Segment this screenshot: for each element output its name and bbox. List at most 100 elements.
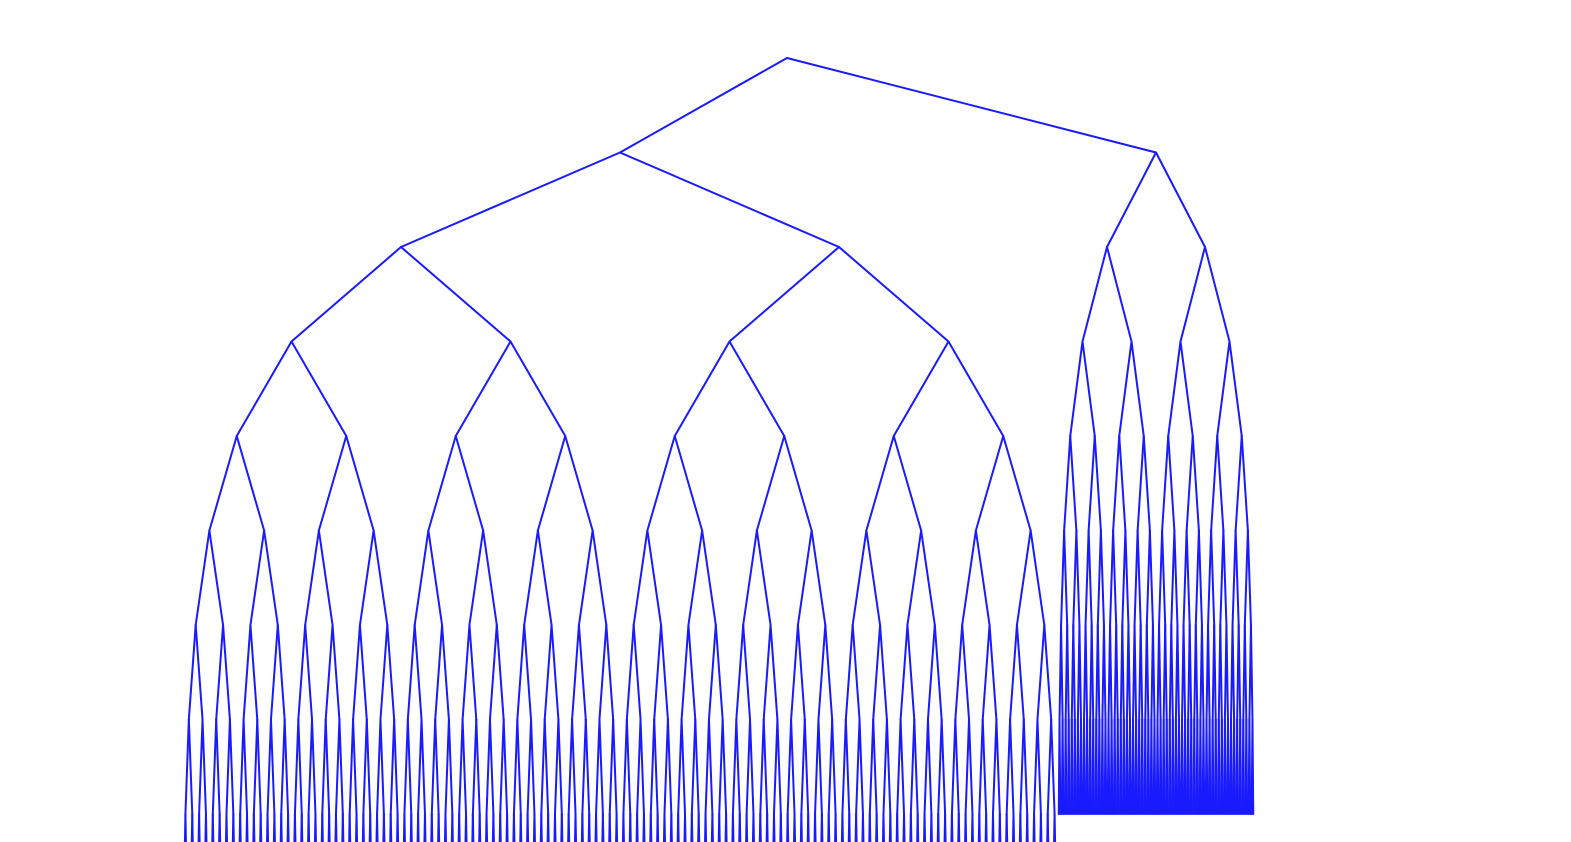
tree-edge <box>723 720 726 815</box>
tree-edge <box>281 720 284 815</box>
tree-edge <box>606 625 613 720</box>
tree-edge <box>798 531 812 626</box>
tree-edge <box>815 814 817 842</box>
tree-edge <box>517 625 524 720</box>
tree-edge <box>428 531 442 626</box>
tree-edge <box>753 814 755 842</box>
tree-edge <box>928 625 935 720</box>
tree-edge <box>230 720 233 815</box>
tree-edge <box>452 814 454 842</box>
tree-edge <box>1069 720 1070 815</box>
tree-edge <box>935 625 942 720</box>
tree-edge <box>408 720 411 815</box>
tree-edge <box>1095 436 1101 531</box>
tree-edge <box>918 814 920 842</box>
tree-edge <box>1072 720 1073 815</box>
tree-edge <box>747 720 750 815</box>
tree-edge <box>1210 720 1211 815</box>
tree-edge <box>377 814 379 842</box>
tree-edge <box>610 720 613 815</box>
tree-edge <box>664 720 667 815</box>
tree-edge <box>586 720 589 815</box>
tree-edge <box>647 531 661 626</box>
tree-edge <box>860 720 863 815</box>
tree-edges <box>184 58 1254 842</box>
tree-edge <box>651 720 654 815</box>
tree-edge <box>216 720 219 815</box>
tree-edge <box>654 625 661 720</box>
tree-edge <box>911 814 913 842</box>
tree-edge <box>350 720 353 815</box>
tree-edge <box>226 720 229 815</box>
tree-edge <box>298 720 301 815</box>
tree-edge <box>901 625 908 720</box>
tree-edge <box>1024 720 1027 815</box>
tree-edge <box>825 625 832 720</box>
tree-edge <box>480 814 482 842</box>
tree-edge <box>983 720 986 815</box>
tree-edge <box>1233 625 1235 720</box>
tree-edge <box>394 720 397 815</box>
tree-edge <box>555 720 558 815</box>
tree-edge <box>558 720 561 815</box>
tree-edge <box>712 814 714 842</box>
tree-edge <box>716 625 723 720</box>
tree-edge <box>562 814 564 842</box>
tree-edge <box>788 814 790 842</box>
tree-edge <box>1119 342 1131 437</box>
tree-edge <box>1194 720 1195 815</box>
tree-edge <box>1217 342 1229 437</box>
tree-edge <box>695 720 698 815</box>
tree-edge <box>596 814 598 842</box>
tree-edge <box>576 814 578 842</box>
tree-edge <box>459 720 462 815</box>
tree-edge <box>637 814 639 842</box>
tree-edge <box>1127 720 1128 815</box>
tree-edge <box>329 814 331 842</box>
tree-edge <box>404 720 407 815</box>
tree-edge <box>829 814 831 842</box>
tree-edge <box>1124 720 1125 815</box>
tree-edge <box>469 531 483 626</box>
tree-edge <box>709 625 716 720</box>
tree-edge <box>818 720 821 815</box>
tree-edge <box>1202 625 1204 720</box>
tree-edge <box>514 720 517 815</box>
tree-edge <box>1037 720 1040 815</box>
tree-edge <box>240 814 242 842</box>
tree-edge <box>445 720 448 815</box>
tree-edge <box>415 531 429 626</box>
tree-edge <box>733 814 735 842</box>
tree-edge <box>682 720 685 815</box>
tree-edge <box>357 814 359 842</box>
tree-edge <box>726 814 728 842</box>
tree-edge <box>1220 625 1222 720</box>
tree-edge <box>1020 814 1022 842</box>
tree-edge <box>1096 720 1097 815</box>
tree-edge <box>213 720 216 815</box>
tree-edge <box>647 436 674 531</box>
tree-edge <box>1073 625 1075 720</box>
tree-edge <box>1245 625 1247 720</box>
tree-edge <box>1089 436 1095 531</box>
tree-edge <box>1154 720 1155 815</box>
tree-edge <box>336 814 338 842</box>
tree-edge <box>244 720 247 815</box>
tree-edge <box>664 814 666 842</box>
tree-edge <box>986 814 988 842</box>
tree-edge <box>360 625 367 720</box>
tree-edge <box>353 720 356 815</box>
tree-edge <box>613 720 616 815</box>
tree-edge <box>1010 625 1017 720</box>
tree-edge <box>1171 625 1173 720</box>
tree-edge <box>569 720 572 815</box>
tree-edge <box>740 814 742 842</box>
tree-edge <box>271 720 274 815</box>
tree-edge <box>298 625 305 720</box>
tree-edge <box>897 720 900 815</box>
tree-edge <box>528 814 530 842</box>
tree-edge <box>634 531 648 626</box>
tree-edge <box>1051 720 1054 815</box>
tree-edge <box>439 814 441 842</box>
